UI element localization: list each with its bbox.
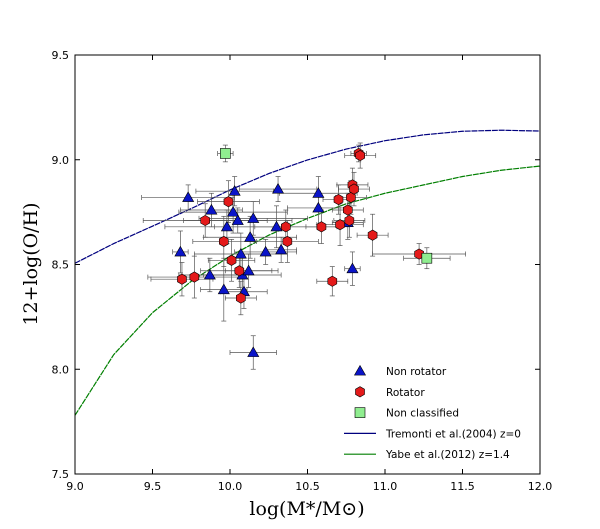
point-triangle-0 — [174, 245, 187, 257]
point-hexagon-15 — [344, 214, 355, 227]
x-tick-label: 10.5 — [295, 480, 320, 493]
markers-layer — [174, 147, 433, 357]
point-triangle-8 — [231, 214, 244, 225]
legend: Non rotator Rotator Non classified Tremonti… — [344, 364, 521, 461]
point-triangle-16 — [259, 245, 272, 257]
legend-label-1: Rotator — [386, 387, 425, 399]
x-tick-label: 11.0 — [373, 480, 398, 493]
legend-marker-2 — [354, 407, 366, 418]
point-hexagon-13 — [335, 219, 345, 231]
point-hexagon-10 — [316, 221, 327, 233]
x-tick-label: 11.5 — [450, 480, 475, 493]
point-triangle-13 — [244, 231, 257, 242]
point-triangle-7 — [228, 185, 241, 196]
y-axis-title: 12+log(O/H) — [20, 202, 42, 325]
legend-marker-0 — [353, 364, 367, 376]
x-tick-label: 10.0 — [218, 480, 243, 493]
point-triangle-19 — [275, 243, 288, 255]
point-triangle-2 — [203, 268, 216, 280]
point-triangle-18 — [272, 182, 285, 194]
y-tick-label: 8.0 — [52, 363, 70, 376]
point-hexagon-6 — [234, 265, 245, 277]
point-hexagon-0 — [177, 273, 187, 285]
legend-marker-1 — [355, 386, 365, 398]
point-triangle-9 — [234, 247, 247, 259]
point-hexagon-8 — [280, 221, 291, 233]
point-triangle-1 — [182, 191, 195, 202]
point-hexagon-9 — [282, 235, 293, 248]
point-hexagon-18 — [349, 183, 359, 195]
point-hexagon-11 — [327, 275, 338, 287]
point-triangle-6 — [227, 206, 240, 217]
point-square-1 — [421, 252, 433, 264]
point-hexagon-14 — [342, 204, 353, 216]
point-triangle-15 — [247, 346, 260, 357]
point-hexagon-3 — [219, 235, 229, 248]
legend-curve-label-0: Tremonti et al.(2004) z=0 — [385, 428, 521, 440]
y-tick-label: 9.0 — [52, 154, 70, 167]
point-triangle-14 — [247, 212, 260, 223]
point-hexagon-22 — [414, 248, 424, 260]
y-tick-label: 9.5 — [52, 49, 70, 62]
ticks-layer: 9.0 9.5 10.0 10.5 11.0 11.5 12.0 7.5 8.0 8.5 9.0 9.… — [52, 49, 553, 493]
point-hexagon-2 — [200, 214, 210, 227]
curve-0 — [74, 129, 541, 264]
point-triangle-4 — [217, 283, 230, 295]
x-axis-title: log(M*/M⊙) — [249, 498, 364, 520]
point-hexagon-12 — [333, 194, 344, 206]
point-hexagon-5 — [226, 254, 237, 266]
point-triangle-3 — [205, 203, 218, 215]
point-square-0 — [220, 148, 231, 159]
point-hexagon-20 — [355, 150, 366, 162]
legend-label-0: Non rotator — [386, 366, 447, 378]
legend-label-2: Non classified — [386, 408, 459, 420]
point-hexagon-7 — [236, 292, 246, 304]
y-tick-label: 8.5 — [52, 259, 70, 272]
x-tick-label: 9.0 — [66, 480, 84, 493]
point-triangle-20 — [312, 187, 325, 198]
point-triangle-12 — [242, 264, 255, 276]
x-tick-label: 9.5 — [144, 480, 162, 493]
legend-curve-label-1: Yabe et al.(2012) z=1.4 — [385, 449, 510, 461]
point-hexagon-21 — [367, 229, 378, 241]
point-hexagon-1 — [189, 271, 200, 283]
point-triangle-21 — [312, 201, 325, 213]
x-tick-label: 12.0 — [528, 480, 553, 493]
point-triangle-17 — [270, 220, 283, 232]
y-tick-label: 7.5 — [52, 468, 70, 481]
point-triangle-5 — [220, 220, 233, 232]
point-triangle-23 — [346, 262, 359, 274]
point-hexagon-4 — [223, 196, 234, 208]
point-hexagon-16 — [346, 191, 356, 204]
